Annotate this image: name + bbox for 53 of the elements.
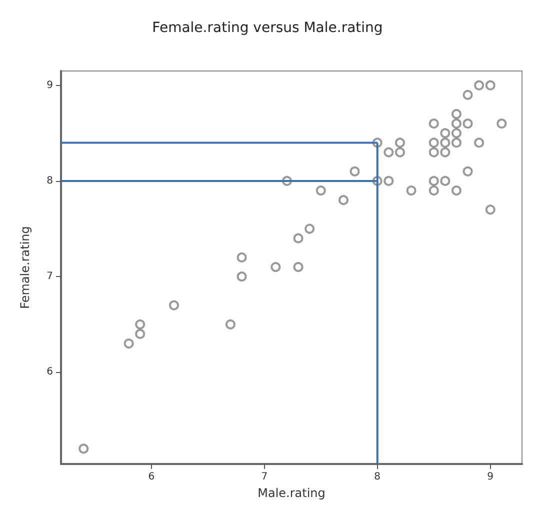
point (78, 444, 89, 454)
point (338, 195, 348, 206)
point (428, 176, 439, 186)
point (462, 118, 473, 129)
point (394, 138, 405, 148)
point (304, 224, 315, 234)
point (293, 262, 304, 272)
point (462, 166, 473, 176)
point (169, 300, 179, 310)
point (428, 138, 439, 148)
point (462, 90, 473, 100)
point (474, 80, 484, 90)
point (428, 147, 439, 158)
point (135, 319, 146, 330)
point (440, 176, 450, 186)
x-tick-label: 6 (148, 472, 155, 482)
x-axis-title: Male.rating (258, 486, 326, 500)
point (270, 262, 281, 272)
y-tick-label: 7 (46, 271, 53, 282)
point (485, 204, 496, 215)
point (394, 147, 405, 158)
point (474, 138, 484, 148)
point (451, 128, 462, 138)
point (451, 118, 462, 129)
point (451, 109, 462, 120)
point (440, 138, 450, 148)
y-tick-label: 6 (46, 366, 53, 378)
x-tick-label: 7 (261, 472, 268, 482)
point (316, 186, 326, 196)
point (496, 118, 507, 129)
x-tick-label: 8 (374, 472, 381, 482)
point (440, 147, 450, 158)
point (428, 118, 439, 129)
point (135, 328, 146, 339)
point (225, 319, 236, 330)
point (350, 166, 360, 176)
point (451, 138, 462, 148)
y-tick-label: 8 (46, 175, 53, 186)
point (451, 186, 462, 196)
y-tick-label: 9 (46, 80, 53, 91)
point (384, 147, 394, 158)
chart-title: Female.rating versus Male.rating (152, 20, 383, 36)
x-tick-label: 9 (487, 472, 494, 482)
point (236, 252, 247, 262)
point (440, 128, 450, 138)
point (428, 186, 439, 196)
point (236, 272, 247, 282)
point (124, 338, 134, 349)
y-axis-title: Female.rating (18, 226, 32, 309)
point (406, 186, 416, 196)
point (293, 233, 304, 244)
point (384, 176, 394, 186)
point (485, 80, 496, 90)
